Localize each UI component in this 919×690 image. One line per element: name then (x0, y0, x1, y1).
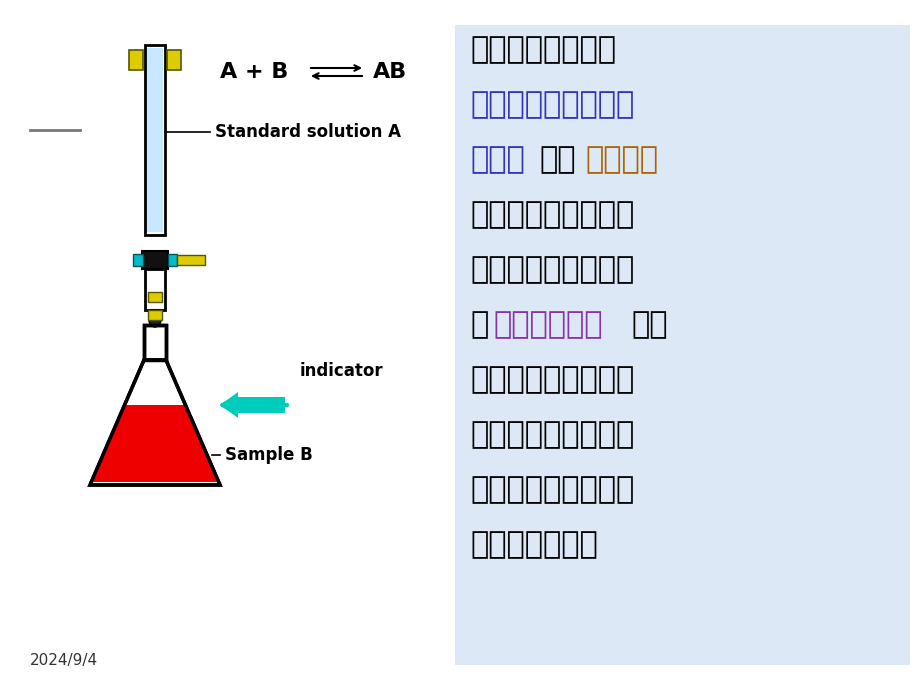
Ellipse shape (149, 313, 161, 327)
Bar (148, 292, 162, 302)
Text: Standard solution A: Standard solution A (215, 123, 401, 141)
Polygon shape (93, 405, 217, 482)
FancyBboxPatch shape (455, 25, 909, 665)
Polygon shape (144, 325, 165, 360)
Text: 滴定分析：将一种: 滴定分析：将一种 (470, 35, 616, 64)
Text: 化学计量关系: 化学计量关系 (493, 310, 602, 339)
FancyArrow shape (220, 392, 285, 418)
Text: 的浓度和体积，通过: 的浓度和体积，通过 (470, 420, 633, 449)
Bar (145, 269, 165, 310)
Polygon shape (90, 360, 220, 485)
Bar (129, 50, 142, 70)
Text: 定量关系计算待测物: 定量关系计算待测物 (470, 475, 633, 504)
Bar (147, 48, 163, 232)
Bar (145, 45, 165, 235)
Bar (176, 255, 205, 265)
Text: 定量: 定量 (631, 310, 667, 339)
Bar (167, 50, 181, 70)
Text: 溶液滴: 溶液滴 (470, 145, 524, 174)
Text: 已知准确浓度的试剂: 已知准确浓度的试剂 (470, 90, 633, 119)
Text: Sample B: Sample B (225, 446, 312, 464)
Bar (142, 251, 168, 269)
Text: 加的试剂与待测物质: 加的试剂与待测物质 (470, 255, 633, 284)
Text: indicator: indicator (300, 362, 383, 380)
Polygon shape (151, 310, 159, 322)
Text: 的溶液中，直到所滴: 的溶液中，直到所滴 (470, 200, 633, 229)
Bar (133, 254, 142, 266)
Text: 2024/9/4: 2024/9/4 (30, 653, 98, 668)
Text: 按: 按 (470, 310, 488, 339)
Text: 加到: 加到 (539, 145, 575, 174)
Bar (148, 310, 162, 320)
Text: 反应为止，根据试液: 反应为止，根据试液 (470, 365, 633, 394)
Bar (168, 254, 176, 266)
Text: 待测物质: 待测物质 (584, 145, 658, 174)
Text: AB: AB (372, 62, 407, 82)
Text: A + B: A + B (220, 62, 288, 82)
Text: 质含量的方法。: 质含量的方法。 (470, 530, 597, 559)
